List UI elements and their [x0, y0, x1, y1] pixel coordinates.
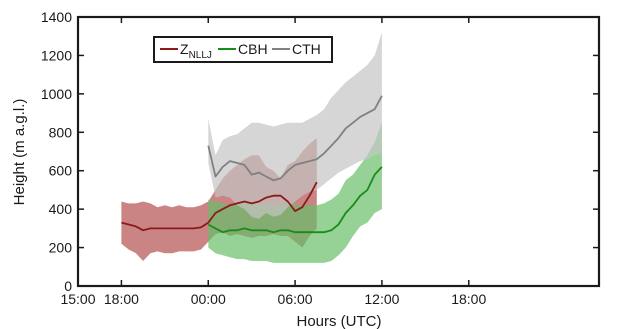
- y-tick-label: 600: [49, 163, 73, 179]
- band-cth: [208, 32, 382, 219]
- x-tick-label: 18:00: [104, 291, 139, 307]
- legend-label-znllj: ZNLLJ: [180, 41, 212, 61]
- x-axis-title: Hours (UTC): [297, 313, 382, 329]
- y-tick-label: 1400: [41, 9, 72, 25]
- line-cbh: [207, 166, 383, 234]
- line-layer: [121, 95, 383, 234]
- x-tick-label: 18:00: [451, 291, 486, 307]
- x-tick-label: 12:00: [364, 291, 399, 307]
- plot-area: [76, 15, 601, 288]
- legend-label-cth: CTH: [292, 41, 321, 57]
- y-tick-label: 400: [49, 201, 73, 217]
- y-tick-label: 1000: [41, 86, 72, 102]
- y-tick-label: 800: [49, 124, 73, 140]
- line-cth: [207, 95, 383, 182]
- axes-frame: [76, 15, 601, 288]
- legend-box: [153, 36, 333, 63]
- y-tick-label: 200: [49, 240, 73, 256]
- line-znllj: [121, 181, 318, 232]
- x-tick-label: 00:00: [191, 291, 226, 307]
- legend-label-znllj-sub: NLLJ: [189, 50, 212, 61]
- y-axis-title: Height (m a.g.l.): [11, 99, 28, 206]
- x-axis: 15:00 18:00 00:00 06:00 12:00 18:00: [60, 17, 486, 307]
- legend: ZNLLJ CBH CTH: [153, 36, 333, 63]
- y-axis: 0 200 400 600 800 1000 1200 1400: [41, 9, 599, 294]
- legend-label-znllj-main: Z: [180, 41, 189, 57]
- legend-label-cbh: CBH: [238, 41, 268, 57]
- x-tick-label: 06:00: [278, 291, 313, 307]
- y-tick-label: 1200: [41, 47, 72, 63]
- band-cbh: [208, 122, 382, 263]
- y-tick-label: 0: [64, 278, 72, 294]
- x-tick-label: 15:00: [60, 291, 95, 307]
